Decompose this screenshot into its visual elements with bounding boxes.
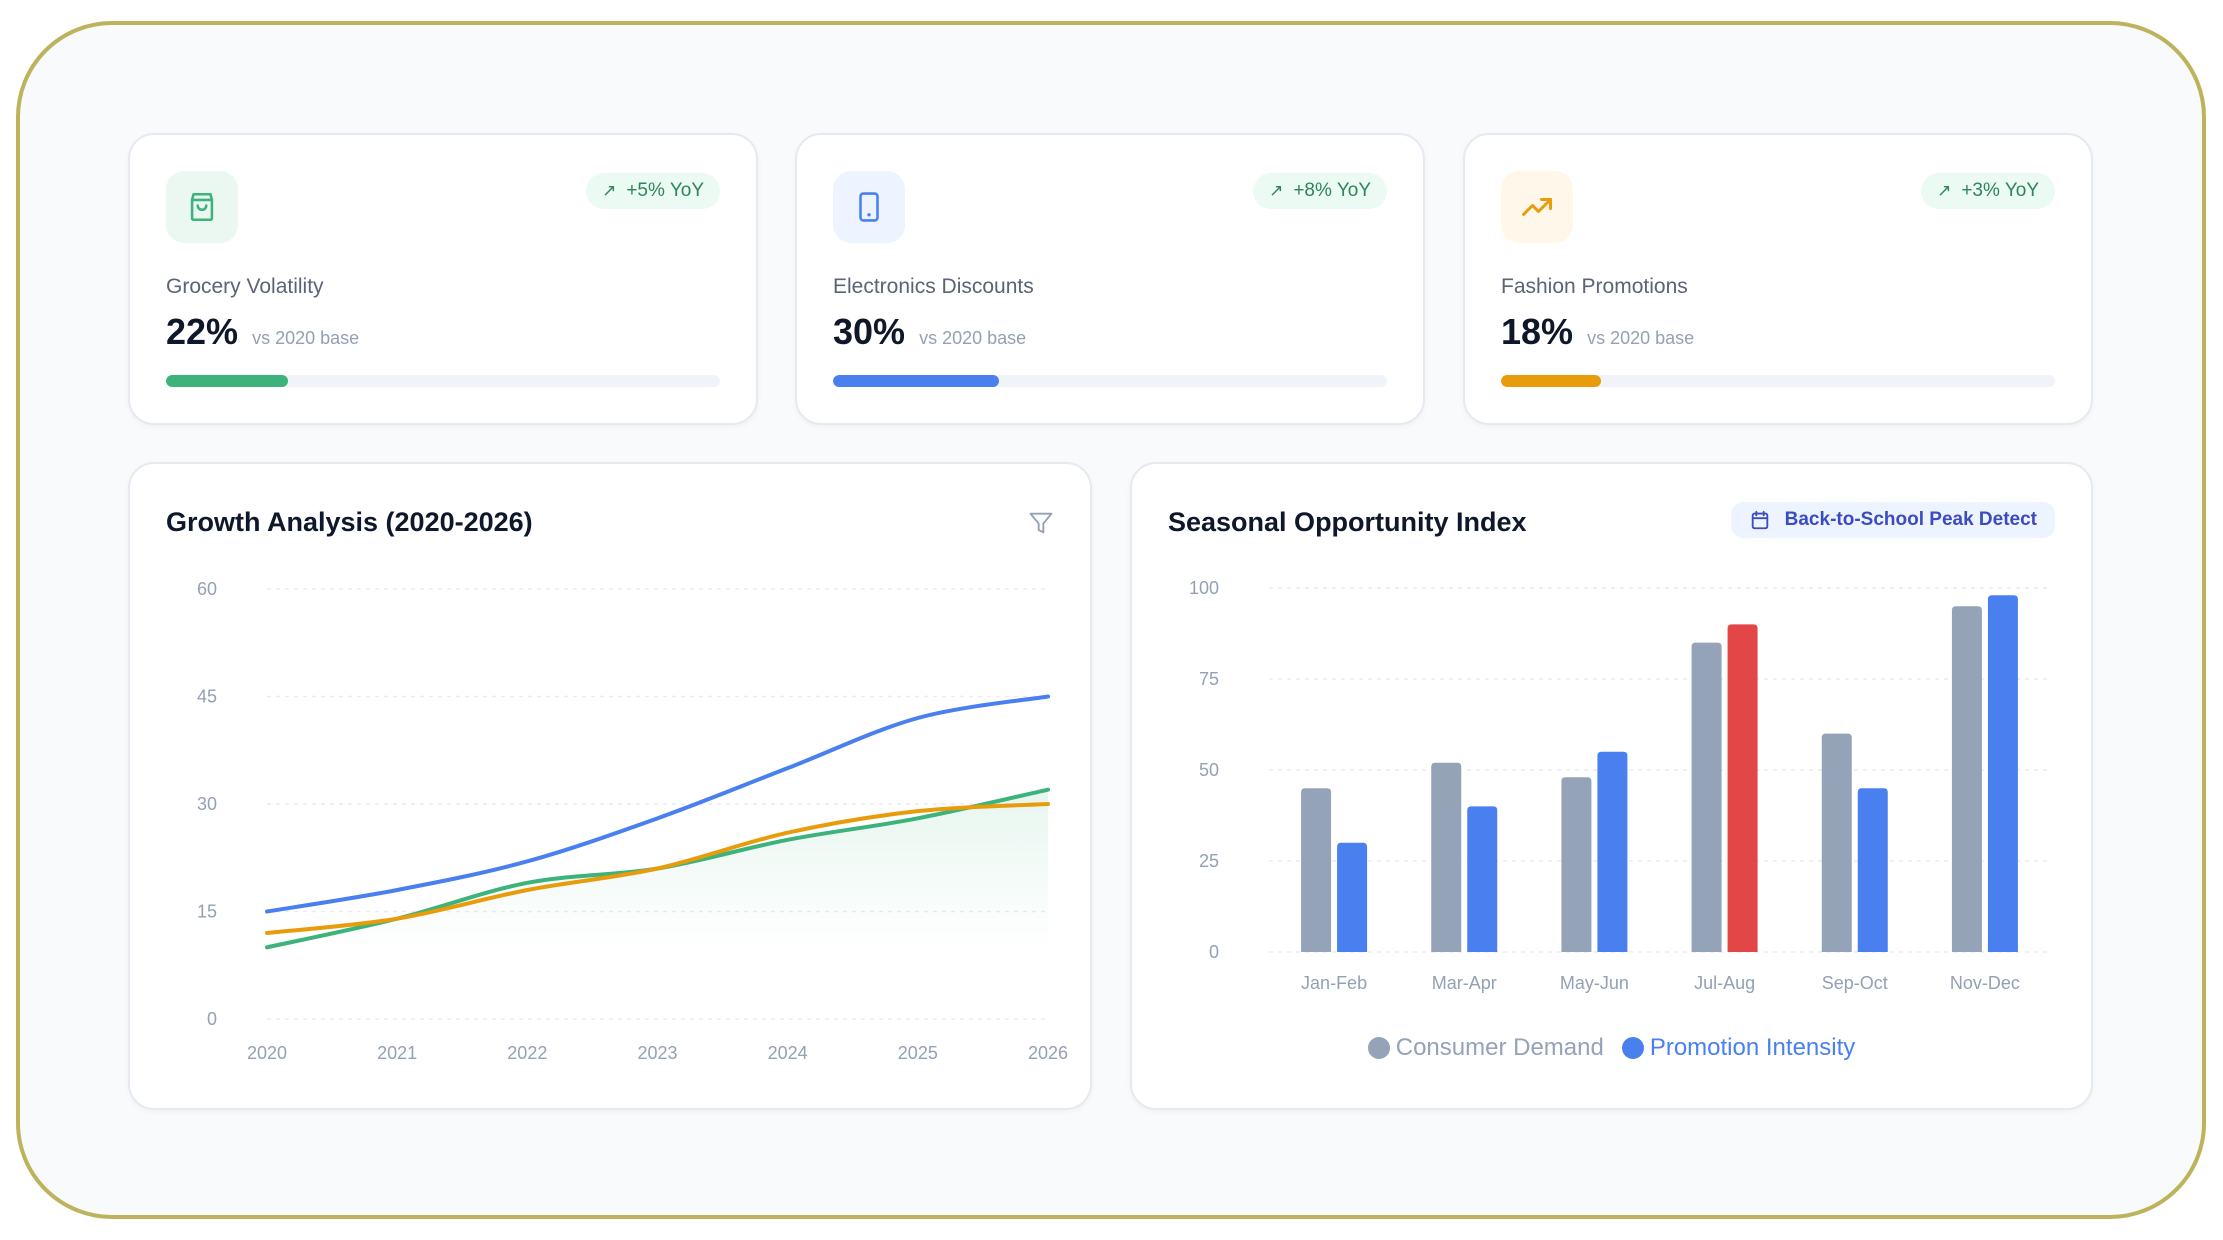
arrow-up-right-icon: ↗ [602, 181, 617, 200]
bar [1951, 606, 1982, 952]
peak-badge-label: Back-to-School Peak Detect [1784, 509, 2037, 530]
growth-analysis-panel: Growth Analysis (2020-2026) 0 15 30 45 60 202… [128, 462, 1092, 1110]
kpi-label: Electronics Discounts [833, 275, 1034, 298]
growth-panel-title: Growth Analysis (2020-2026) [166, 507, 533, 537]
kpi-progress-fill [166, 375, 288, 387]
svg-text:30: 30 [197, 794, 217, 814]
svg-text:May-Jun: May-Jun [1560, 973, 1629, 993]
legend-item-consumer-demand[interactable]: Consumer Demand [1367, 1034, 1604, 1062]
svg-text:0: 0 [1209, 942, 1219, 962]
svg-text:Sep-Oct: Sep-Oct [1822, 973, 1888, 993]
yoy-badge-text: +3% YoY [1961, 180, 2039, 201]
svg-text:Jan-Feb: Jan-Feb [1301, 973, 1367, 993]
yoy-badge-text: +8% YoY [1293, 180, 1371, 201]
bar [1821, 733, 1852, 952]
kpi-progress-fill [1501, 375, 1601, 387]
bar [1431, 762, 1462, 952]
svg-text:2023: 2023 [637, 1043, 677, 1063]
kpi-card-grocery-volatility[interactable]: ↗ +5% YoY Grocery Volatility 22% vs 2020… [128, 133, 758, 425]
line-series [265, 694, 1050, 914]
bar [1301, 788, 1332, 952]
kpi-progress-fill [833, 375, 1000, 387]
shopping-bag-icon [185, 190, 219, 224]
calendar-icon [1751, 510, 1768, 530]
svg-text:2020: 2020 [247, 1043, 287, 1063]
legend-item-promotion-intensity[interactable]: Promotion Intensity [1621, 1034, 1856, 1062]
bar [1337, 842, 1368, 952]
yoy-badge: ↗ +8% YoY [1253, 173, 1387, 209]
kpi-card-fashion-promotions[interactable]: ↗ +3% YoY Fashion Promotions 18% vs 2020… [1463, 133, 2093, 425]
line-series [265, 802, 1050, 935]
svg-text:100: 100 [1189, 578, 1219, 598]
kpi-icon-box [833, 171, 905, 243]
kpi-value: 22% [166, 311, 239, 352]
legend-label: Consumer Demand [1395, 1034, 1604, 1061]
bar [1467, 806, 1498, 952]
svg-text:25: 25 [1199, 851, 1219, 871]
kpi-progress-track [1501, 375, 2055, 387]
seasonal-opportunity-panel: Seasonal Opportunity Index Back-to-Schoo… [1130, 462, 2093, 1110]
kpi-progress-track [166, 375, 720, 387]
smartphone-icon [852, 190, 886, 224]
kpi-icon-box [166, 171, 238, 243]
filter-button[interactable] [1024, 506, 1058, 540]
svg-text:2022: 2022 [507, 1043, 547, 1063]
svg-text:2026: 2026 [1028, 1043, 1068, 1063]
kpi-label: Fashion Promotions [1501, 275, 1688, 298]
filter-icon [1029, 512, 1053, 534]
kpi-value: 18% [1501, 311, 1574, 352]
svg-text:50: 50 [1199, 760, 1219, 780]
kpi-progress-track [833, 375, 1387, 387]
seasonal-bar-chart: 0 25 50 75 100 Jan-Feb Mar-Apr May-Jun Jul-Aug Se… [1189, 578, 2050, 993]
bar [1727, 624, 1758, 952]
bar [1597, 751, 1628, 952]
kpi-value: 30% [833, 311, 906, 352]
svg-text:60: 60 [197, 579, 217, 599]
kpi-label: Grocery Volatility [166, 275, 324, 298]
arrow-up-right-icon: ↗ [1269, 181, 1284, 200]
kpi-subtext: vs 2020 base [252, 328, 360, 348]
kpi-card-electronics-discounts[interactable]: ↗ +8% YoY Electronics Discounts 30% vs 2… [795, 133, 1425, 425]
svg-text:45: 45 [197, 687, 217, 707]
bar [1857, 788, 1888, 952]
svg-text:Mar-Apr: Mar-Apr [1432, 973, 1497, 993]
legend-dot-icon [1621, 1037, 1644, 1059]
yoy-badge-text: +5% YoY [626, 180, 704, 201]
arrow-up-right-icon: ↗ [1937, 181, 1952, 200]
kpi-subtext: vs 2020 base [1587, 328, 1695, 348]
chart-legend: Consumer Demand Promotion Intensity [1132, 1034, 2091, 1062]
svg-text:75: 75 [1199, 669, 1219, 689]
trending-up-icon [1519, 189, 1555, 225]
kpi-icon-box [1501, 171, 1573, 243]
legend-label: Promotion Intensity [1649, 1034, 1856, 1061]
bar [1561, 777, 1592, 952]
svg-text:2024: 2024 [768, 1043, 808, 1063]
svg-text:2025: 2025 [898, 1043, 938, 1063]
yoy-badge: ↗ +5% YoY [586, 173, 720, 209]
kpi-subtext: vs 2020 base [919, 328, 1027, 348]
svg-text:Jul-Aug: Jul-Aug [1694, 973, 1755, 993]
svg-text:2021: 2021 [377, 1043, 417, 1063]
back-to-school-peak-badge[interactable]: Back-to-School Peak Detect [1730, 502, 2055, 538]
svg-text:0: 0 [207, 1009, 217, 1029]
legend-dot-icon [1367, 1037, 1390, 1059]
svg-text:15: 15 [197, 902, 217, 922]
growth-line-chart: 0 15 30 45 60 2020 2021 2022 2023 2024 2025 2026 [197, 579, 1068, 1063]
yoy-badge: ↗ +3% YoY [1921, 173, 2055, 209]
seasonal-panel-title: Seasonal Opportunity Index [1168, 507, 1527, 537]
svg-text:Nov-Dec: Nov-Dec [1950, 973, 2020, 993]
bar [1691, 642, 1722, 952]
bar [1987, 595, 2018, 952]
